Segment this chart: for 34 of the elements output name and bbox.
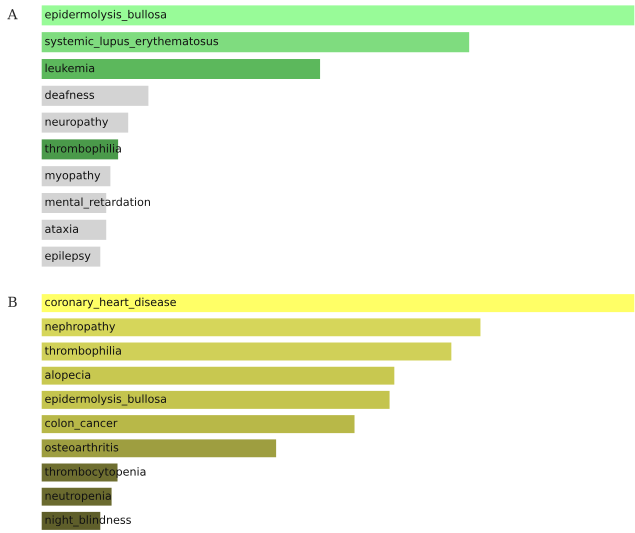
y-tick-label: nephropathy <box>46 322 116 333</box>
y-tick-label: epilepsy <box>45 251 91 262</box>
bar <box>41 414 356 434</box>
bar <box>41 365 396 386</box>
bar <box>41 30 471 54</box>
y-tick-label: colon_cancer <box>45 418 118 430</box>
y-tick-label: neuropathy <box>46 117 108 128</box>
bar <box>41 58 322 80</box>
y-tick-label: ataxia <box>45 224 78 234</box>
bar <box>41 218 108 242</box>
bar <box>41 292 635 314</box>
chart-title: A <box>7 9 18 20</box>
y-tick-label: thrombophilia <box>44 346 121 357</box>
chart-title: B <box>8 296 17 307</box>
y-tick-label: mental_retardation <box>46 197 150 209</box>
y-tick-label: systemic_lupus_erythematosus <box>45 36 218 48</box>
y-tick-label: leukemia <box>46 64 94 72</box>
bar <box>41 111 130 134</box>
y-tick-label: osteoarthritis <box>45 442 118 452</box>
bar <box>41 438 278 459</box>
bar <box>41 316 482 338</box>
y-tick-label: epidermolysis_bullosa <box>45 394 166 406</box>
bar <box>41 164 112 188</box>
y-tick-label: neutropenia <box>46 491 111 502</box>
y-tick-label: alopecia <box>45 370 90 382</box>
bar <box>41 341 453 362</box>
y-tick-label: deafness <box>45 90 94 100</box>
bar <box>41 390 391 410</box>
bar <box>41 84 150 108</box>
y-tick-label: epidermolysis_bullosa <box>45 10 166 21</box>
bar <box>41 4 635 27</box>
y-tick-label: coronary_heart_disease <box>45 298 176 309</box>
y-tick-label: myopathy <box>46 170 100 182</box>
bar <box>41 245 102 268</box>
